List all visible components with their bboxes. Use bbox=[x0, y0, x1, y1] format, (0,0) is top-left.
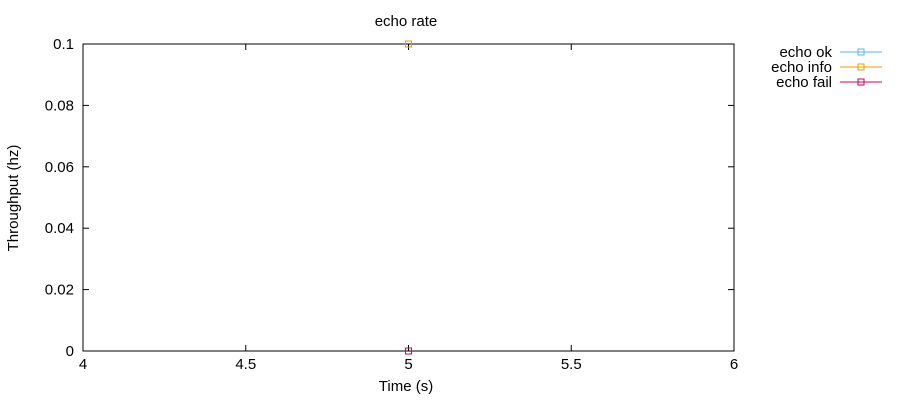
data-series bbox=[405, 40, 412, 355]
legend-item: echo fail bbox=[776, 74, 882, 91]
data-point bbox=[405, 347, 412, 355]
x-axis-label: Time (s) bbox=[379, 378, 433, 395]
y-tick-label: 0.08 bbox=[45, 97, 74, 114]
x-tick-label: 5.5 bbox=[561, 356, 582, 373]
legend-marker bbox=[857, 48, 865, 56]
x-tick-label: 5 bbox=[404, 356, 412, 373]
legend-label: echo info bbox=[771, 59, 832, 76]
x-tick-label: 4 bbox=[79, 356, 87, 373]
legend-item: echo ok bbox=[779, 44, 882, 61]
data-point bbox=[405, 40, 412, 48]
y-tick-label: 0 bbox=[66, 343, 74, 360]
x-tick-label: 6 bbox=[730, 356, 738, 373]
y-axis-label: Throughput (hz) bbox=[5, 145, 22, 252]
y-tick-label: 0.02 bbox=[45, 282, 74, 299]
y-tick-label: 0.1 bbox=[53, 36, 74, 53]
y-tick-label: 0.06 bbox=[45, 159, 74, 176]
legend-marker bbox=[857, 78, 865, 86]
y-tick-label: 0.04 bbox=[45, 220, 74, 237]
legend-label: echo fail bbox=[776, 74, 832, 91]
x-tick-label: 4.5 bbox=[235, 356, 256, 373]
plot-frame bbox=[82, 43, 735, 352]
legend-marker bbox=[857, 63, 865, 71]
series-echo-fail bbox=[405, 347, 412, 355]
series-echo-info bbox=[405, 40, 412, 48]
legend-item: echo info bbox=[771, 59, 882, 76]
legend-label: echo ok bbox=[779, 44, 832, 61]
axis-ticks: 4 4.5 5 5.5 6 0 0.02 0.04 0.06 0.08 0.1 bbox=[45, 36, 738, 373]
chart-title: echo rate bbox=[375, 13, 438, 30]
